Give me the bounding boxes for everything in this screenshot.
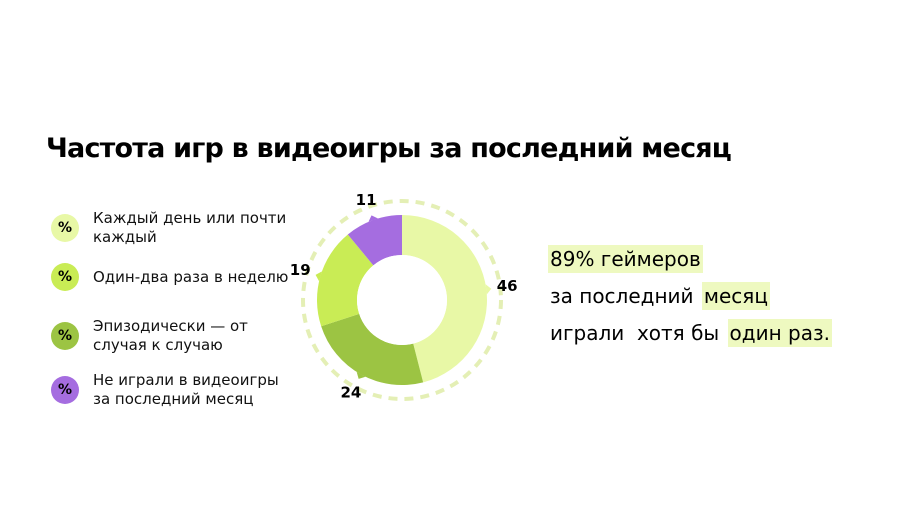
legend-icon: % [51,322,79,350]
legend-label: Не играли в видеоигры за последний месяц [93,371,279,408]
legend-item: % Эпизодически — от случая к случаю [51,317,301,355]
data-label: 46 [497,277,518,295]
slice-pointer [485,284,492,295]
slice-pointer [315,271,322,282]
annotation: 89% геймеров за последний месяц играли хот… [548,241,832,352]
data-label: 11 [356,191,377,209]
annotation-text: за последний [550,284,700,308]
donut-slice [316,234,374,327]
legend-label: Эпизодически — от случая к случаю [93,317,248,354]
donut-slice [321,313,424,385]
donut-slice [402,215,487,383]
chart-title: Частота игр в видеоигры за последний мес… [46,133,732,164]
annotation-text: месяц [701,282,770,310]
annotation-line: 89% геймеров [548,241,832,278]
donut-hole [357,255,447,345]
annotation-text: играли хотя бы [550,321,726,345]
legend-item: % Каждый день или почти каждый [51,209,301,247]
donut-slice [347,215,402,266]
annotation-text: один раз. [727,319,832,347]
legend-icon: % [51,376,79,404]
annotation-text: 89% геймеров [548,245,703,273]
annotation-line: за последний месяц [548,278,832,315]
slice-pointer [356,371,366,379]
legend-icon: % [51,214,79,242]
slice-pointer [368,215,379,222]
data-label: 19 [290,261,311,279]
legend-label: Один-два раза в неделю [93,267,289,286]
legend-item: % Не играли в видеоигры за последний меся… [51,371,301,409]
legend-label: Каждый день или почти каждый [93,209,287,246]
legend-icon: % [51,263,79,291]
legend-item: % Один-два раза в неделю [51,263,301,291]
data-label: 24 [340,383,361,401]
dashed-ring [301,199,503,401]
annotation-line: играли хотя бы один раз. [548,315,832,352]
